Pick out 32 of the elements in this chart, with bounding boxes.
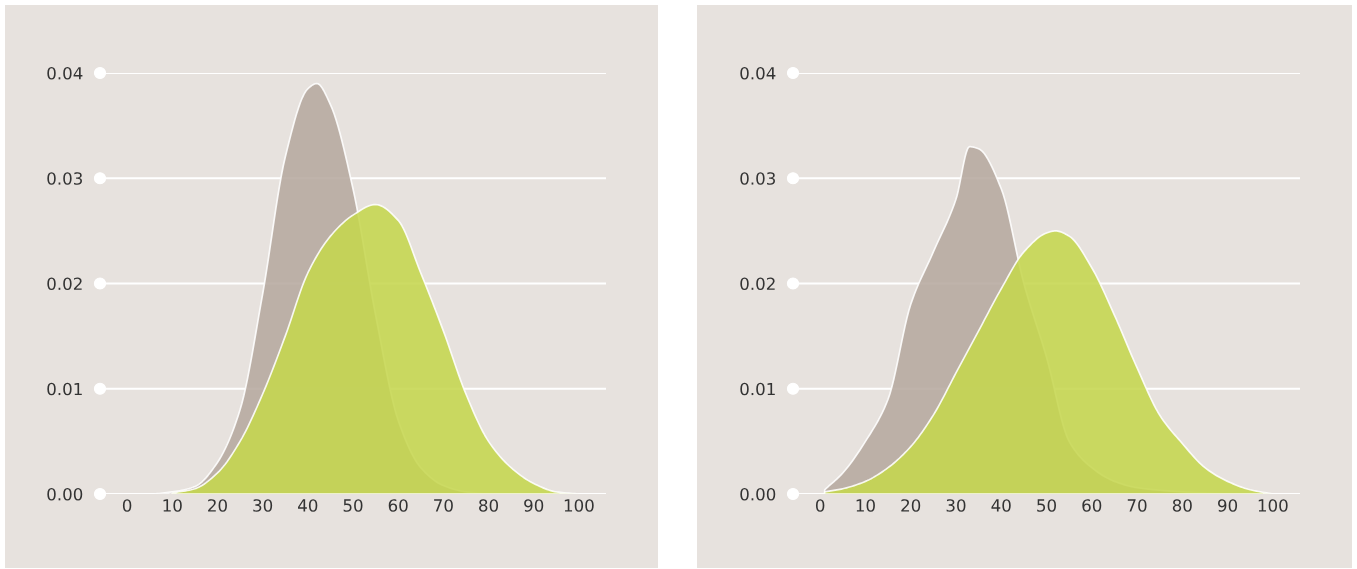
x-tick-label: 60 bbox=[388, 499, 408, 512]
x-tick-label: 40 bbox=[991, 499, 1011, 512]
x-tick-label: 60 bbox=[1082, 499, 1102, 512]
x-tick-label: 70 bbox=[434, 499, 453, 512]
y-tick-label: 0.02 bbox=[47, 277, 82, 291]
x-tick-label: 100 bbox=[564, 499, 594, 512]
y-tick-label: 0.03 bbox=[47, 172, 82, 185]
y-tick-label: 0.04 bbox=[47, 66, 83, 80]
x-tick-label: 20 bbox=[208, 499, 227, 512]
x-tick-label: 90 bbox=[524, 499, 544, 512]
y-tick-label: 0.01 bbox=[740, 382, 775, 396]
x-tick-label: 50 bbox=[1037, 499, 1056, 512]
x-tick-label: 30 bbox=[946, 499, 966, 512]
y-tick-label: 0.04 bbox=[740, 66, 776, 80]
y-tick-label: 0.00 bbox=[47, 487, 83, 501]
x-tick-label: 10 bbox=[856, 499, 875, 512]
x-tick-label: 40 bbox=[298, 499, 318, 512]
x-tick-label: 70 bbox=[1127, 499, 1147, 512]
x-tick-label: 0 bbox=[815, 499, 825, 512]
x-tick-label: 80 bbox=[1172, 499, 1192, 512]
y-tick-label: 0.00 bbox=[740, 487, 776, 501]
x-tick-label: 30 bbox=[253, 499, 273, 512]
y-tick-label: 0.02 bbox=[740, 277, 775, 291]
x-tick-label: 0 bbox=[122, 499, 132, 512]
x-tick-label: 10 bbox=[163, 499, 182, 512]
x-tick-label: 100 bbox=[1258, 499, 1288, 512]
x-tick-label: 50 bbox=[343, 499, 363, 512]
y-tick-label: 0.03 bbox=[740, 172, 775, 185]
x-tick-label: 80 bbox=[479, 499, 499, 512]
x-tick-label: 90 bbox=[1218, 499, 1238, 512]
y-tick-label: 0.01 bbox=[47, 382, 82, 396]
x-tick-label: 20 bbox=[901, 499, 921, 512]
